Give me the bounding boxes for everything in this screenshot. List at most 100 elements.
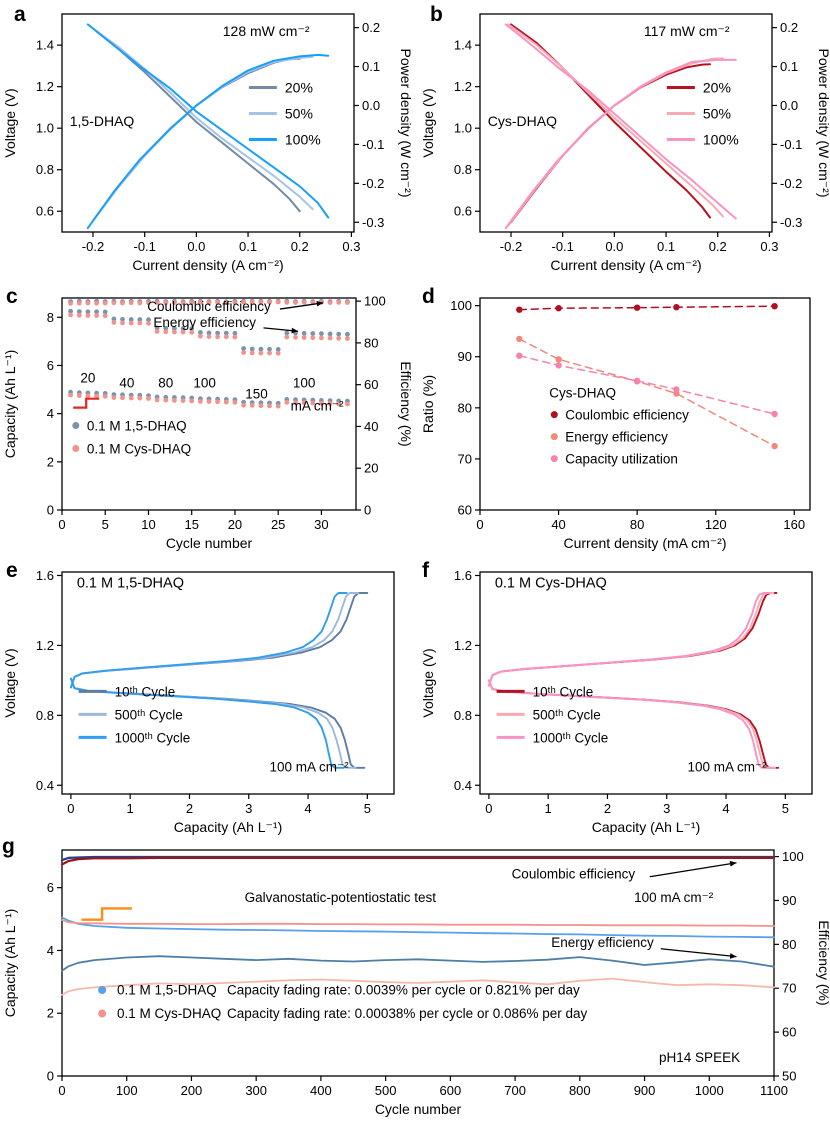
point-ee-15dhaq — [232, 330, 238, 336]
y2-tick-label: -0.2 — [780, 176, 802, 191]
x-tick-label: 700 — [504, 1083, 526, 1098]
x-tick-label: -0.2 — [500, 239, 522, 254]
legend-label: 20% — [703, 79, 731, 95]
x-tick-label: 400 — [310, 1083, 332, 1098]
y2-axis-title: Power density (W cm⁻²) — [398, 49, 412, 198]
point-capacity-cysdhaq — [128, 395, 134, 401]
annotation-text: 0.1 M 1,5-DHAQ — [77, 576, 184, 592]
y-tick-label: 6 — [47, 358, 54, 373]
point-ee-15dhaq — [327, 331, 333, 337]
x-tick-label: 800 — [569, 1083, 591, 1098]
point-ee-cysdhaq — [68, 312, 73, 318]
x-axis-title: Current density (A cm⁻²) — [550, 257, 701, 273]
point-capacity-cysdhaq — [223, 399, 229, 405]
y2-tick-label: -0.3 — [362, 215, 384, 230]
y2-tick-label: -0.1 — [780, 137, 802, 152]
point-ee-cysdhaq — [215, 334, 221, 340]
y-tick-label: 1.4 — [36, 38, 54, 53]
legend-label: Coulombic efficiency — [565, 408, 689, 423]
point-ce-cysdhaq — [345, 300, 350, 305]
point-ce-cysdhaq — [180, 300, 186, 306]
x-tick-label: 3 — [245, 801, 252, 816]
x-axis-title: Capacity (Ah L⁻¹) — [174, 819, 283, 835]
point-ee-15dhaq — [215, 330, 221, 336]
point-ee-cysdhaq — [137, 320, 143, 326]
point-ce-cysdhaq — [267, 299, 272, 305]
point-ee-15dhaq — [223, 330, 229, 336]
plot-frame — [479, 571, 813, 795]
point-ee-cysdhaq — [206, 334, 212, 339]
annotation-text: Capacity fading rate: 0.0039% per cycle … — [227, 982, 580, 997]
annotation-text: Capacity fading rate: 0.00038% per cycle… — [227, 1006, 587, 1021]
point-ee-cysdhaq — [275, 350, 281, 356]
point-coulombic-efficiency — [771, 303, 778, 310]
point-ee-cysdhaq — [310, 335, 316, 341]
panel-label-c: c — [6, 285, 18, 308]
x-tick-label: 600 — [440, 1083, 462, 1098]
annotation-arrow-line — [649, 862, 737, 878]
point-ee-15dhaq — [241, 346, 247, 351]
y2-tick-label: 0.0 — [780, 98, 798, 113]
y2-tick-label: 0.0 — [362, 98, 380, 113]
point-ce-cysdhaq — [327, 300, 333, 305]
point-ce-cysdhaq — [94, 300, 99, 306]
point-capacity-cysdhaq — [310, 400, 316, 406]
annotation-text: 128 mW cm⁻² — [223, 23, 310, 39]
x-tick-label: 5 — [102, 517, 109, 532]
point-ee-cysdhaq — [163, 329, 169, 335]
point-ee-15dhaq — [258, 346, 264, 352]
point-ce-cysdhaq — [232, 300, 238, 305]
series-ee-15dhaq — [61, 955, 775, 972]
x-tick-label: 1100 — [760, 1083, 788, 1098]
x-axis-title: Capacity (Ah L⁻¹) — [592, 819, 701, 835]
point-ee-15dhaq — [267, 346, 272, 352]
point-ce-cysdhaq — [120, 300, 125, 306]
point-ee-15dhaq — [76, 309, 82, 314]
point-ee-15dhaq — [198, 330, 203, 335]
legend-swatch-dot — [550, 433, 558, 441]
y-tick-label: 1.2 — [36, 638, 54, 653]
point-capacity-cysdhaq — [336, 401, 342, 407]
x-tick-label: 900 — [634, 1083, 656, 1098]
y2-tick-label: 100 — [364, 294, 386, 309]
y-tick-label: 0.6 — [36, 204, 54, 219]
point-ce-cysdhaq — [68, 301, 73, 306]
annotation-arrow-head — [291, 327, 299, 334]
x-axis-title: Cycle number — [375, 1101, 462, 1117]
point-capacity-utilization — [633, 377, 641, 384]
annotation-text: 80 — [158, 376, 173, 391]
point-capacity-cysdhaq — [267, 403, 272, 409]
y2-axis-title: Power density (W cm⁻²) — [816, 49, 830, 198]
legend-label: 500ᵗʰ Cycle — [115, 707, 183, 722]
point-capacity-cysdhaq — [172, 398, 177, 403]
annotation-arrow-line — [660, 948, 737, 958]
point-ee-cysdhaq — [223, 334, 229, 340]
x-tick-label: 160 — [783, 517, 805, 532]
annotation-text: Galvanostatic-potentiostatic test — [245, 890, 437, 905]
annotation-text: 0.1 M Cys-DHAQ — [117, 1006, 221, 1021]
y2-tick-label: 0.1 — [362, 59, 380, 74]
point-coulombic-efficiency — [673, 304, 680, 311]
point-ee-15dhaq — [301, 330, 307, 336]
x-tick-label: 1 — [127, 801, 134, 816]
point-ee-cysdhaq — [102, 313, 108, 319]
x-tick-label: 0 — [58, 517, 65, 532]
x-tick-label: 5 — [782, 801, 789, 816]
point-ce-cysdhaq — [215, 300, 221, 305]
point-ee-15dhaq — [102, 309, 108, 315]
chart-panel-b: -0.2 -0.1 0.0 0.1 0.2 0.3 0.6 0.8 1.0 1.2 1.4 0.2 0.… — [420, 13, 830, 273]
point-ee-cysdhaq — [198, 333, 203, 339]
series-coulombic-efficiency — [518, 305, 776, 311]
y-tick-label: 0.8 — [36, 162, 54, 177]
point-capacity-cysdhaq — [120, 395, 125, 401]
point-capacity-cysdhaq — [76, 393, 82, 398]
point-ee-15dhaq — [310, 331, 316, 336]
legend-label: 1000ᵗʰ Cycle — [533, 730, 609, 745]
point-ee-cysdhaq — [336, 335, 342, 341]
annotation-text: Coulombic efficiency — [147, 299, 271, 314]
legend-label: 10ᵗʰ Cycle — [533, 684, 594, 699]
point-ce-cysdhaq — [102, 300, 108, 306]
point-ee-cysdhaq — [94, 313, 99, 318]
x-tick-label: 15 — [184, 517, 198, 532]
legend-swatch-dot — [550, 411, 558, 419]
